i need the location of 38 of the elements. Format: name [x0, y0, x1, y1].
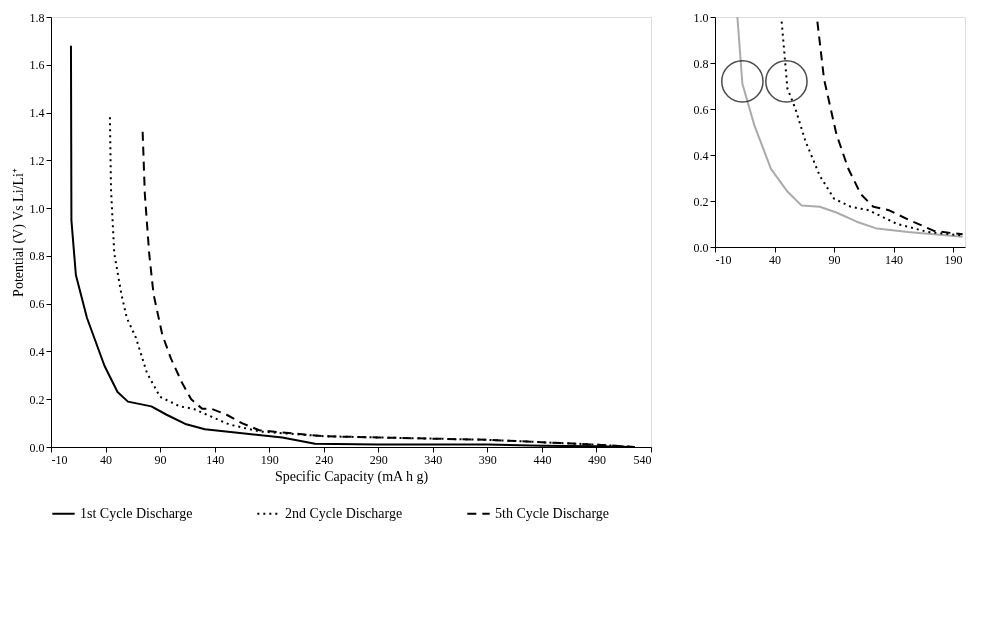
x-tick-label: 290	[369, 452, 388, 467]
y-tick-label: 0.2	[29, 392, 45, 407]
x-tick-label: 40	[769, 252, 782, 267]
y-tick-label: 0.0	[693, 240, 709, 255]
x-tick-label: 440	[533, 452, 552, 467]
x-tick-label: 340	[424, 452, 443, 467]
x-tick-label: 90	[154, 452, 167, 467]
y-tick-label: 1.4	[29, 106, 45, 121]
y-tick-label: 1.2	[29, 153, 45, 168]
y-tick-label: 1.6	[29, 58, 45, 73]
y-tick-label: 0.6	[29, 297, 45, 312]
x-tick-label: 90	[828, 252, 841, 267]
x-tick-label: 140	[885, 252, 904, 267]
y-tick-label: 0.8	[693, 56, 709, 71]
y-tick-label: 0.6	[693, 102, 709, 117]
y-tick-label: 0.8	[29, 249, 45, 264]
x-tick-label: 190	[944, 252, 963, 267]
y-tick-label: 1.0	[29, 201, 45, 216]
y-tick-label: 0.4	[29, 344, 45, 359]
x-tick-label: 140	[206, 452, 225, 467]
y-tick-label: 0.4	[693, 148, 709, 163]
x-tick-label: 190	[260, 452, 279, 467]
x-axis-title: Specific Capacity (mA h g)	[274, 468, 429, 485]
y-tick-label: 1.0	[693, 10, 709, 25]
legend-label: 5th Cycle Discharge	[495, 505, 610, 521]
y-tick-label: 0.2	[693, 194, 709, 209]
y-tick-label: 1.8	[29, 10, 45, 25]
x-tick-label: 390	[478, 452, 497, 467]
legend-label: 1st Cycle Discharge	[80, 505, 193, 521]
x-tick-label: 540	[633, 452, 652, 467]
x-tick-label: -10	[715, 252, 732, 267]
x-tick-label: 240	[315, 452, 334, 467]
y-axis-title: Potential (V) Vs Li/Li⁺	[10, 168, 27, 297]
x-tick-label: -10	[51, 452, 68, 467]
x-tick-label: 490	[587, 452, 606, 467]
x-tick-label: 40	[100, 452, 113, 467]
legend-label: 2nd Cycle Discharge	[285, 505, 403, 521]
y-tick-label: 0.0	[29, 440, 45, 455]
